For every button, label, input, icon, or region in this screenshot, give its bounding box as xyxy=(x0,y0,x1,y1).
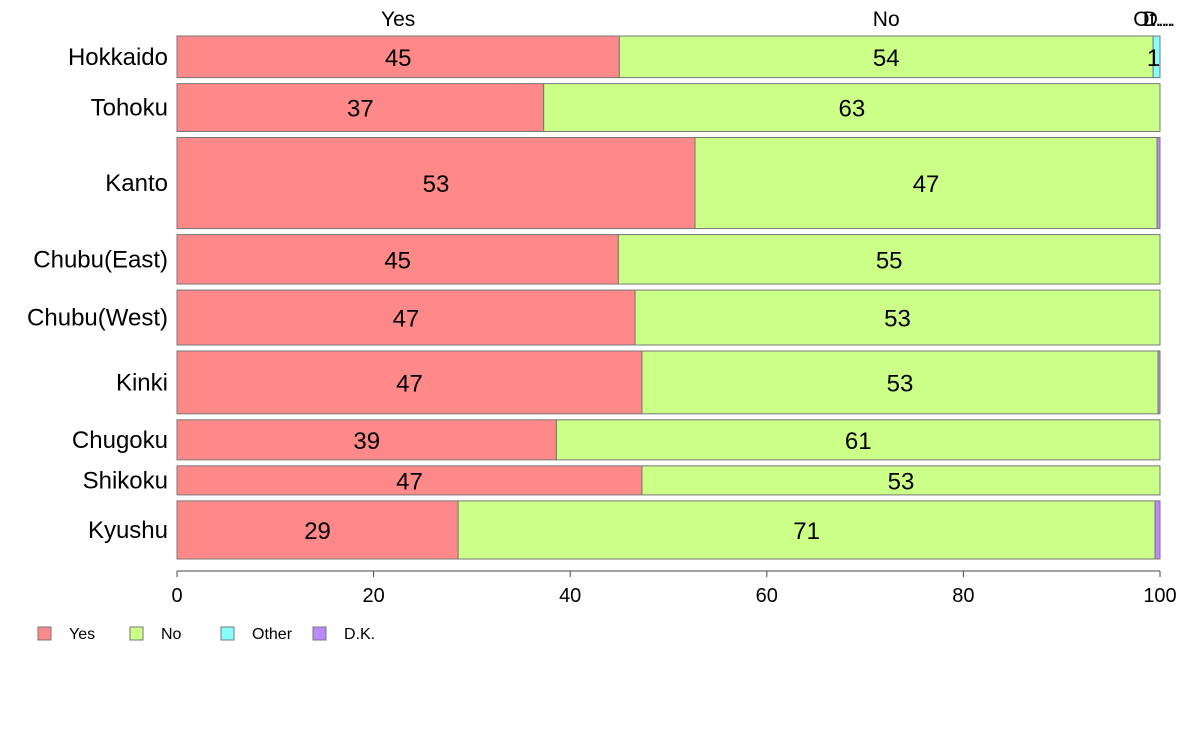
row-shikoku: Shikoku 47 53 xyxy=(83,465,1161,496)
data-label: 29 xyxy=(304,518,331,545)
data-label: 47 xyxy=(913,171,940,198)
data-label: 47 xyxy=(396,370,423,397)
category-label: Chubu(West) xyxy=(27,305,168,332)
bar-segment-yes xyxy=(176,289,636,346)
data-label: 37 xyxy=(347,96,374,123)
x-tick-label: 100 xyxy=(1143,585,1176,607)
bar-segment-no xyxy=(555,419,1161,461)
bar-segment-no xyxy=(543,83,1161,133)
data-label: 53 xyxy=(884,306,911,333)
data-label: 53 xyxy=(887,370,914,397)
bar-segment-yes xyxy=(176,234,619,285)
legend-label-other: Other xyxy=(252,626,293,643)
row-kyushu: Kyushu 29 71 xyxy=(88,500,1161,560)
bar-segment-yes xyxy=(176,465,643,496)
legend-label-yes: Yes xyxy=(69,626,95,643)
data-label: 45 xyxy=(384,247,411,274)
bar-segment-yes xyxy=(176,500,459,560)
category-label: Kinki xyxy=(116,369,168,396)
bar-segment-yes xyxy=(176,350,643,415)
data-label: 53 xyxy=(888,468,915,495)
legend-label-no: No xyxy=(161,626,182,643)
bar-segment-no xyxy=(617,234,1161,285)
bar-segment-d-k xyxy=(1157,350,1161,415)
bar-segment-yes xyxy=(176,419,557,461)
row-chugoku: Chugoku 39 61 xyxy=(72,419,1161,461)
data-label: 71 xyxy=(793,518,820,545)
x-tick-label: 60 xyxy=(756,585,778,607)
bar-segment-no xyxy=(618,35,1154,79)
category-label: Kyushu xyxy=(88,517,168,544)
category-label: Hokkaido xyxy=(68,44,168,71)
top-label-ot: Ot... xyxy=(1133,8,1173,31)
row-chubu-west: Chubu(West) 47 53 xyxy=(27,289,1161,346)
category-label: Shikoku xyxy=(83,467,168,494)
top-label-yes: Yes xyxy=(381,8,415,31)
category-label: Chubu(East) xyxy=(33,246,168,273)
bar-segment-yes xyxy=(176,137,696,230)
category-label: Kanto xyxy=(105,170,168,197)
category-label: Tohoku xyxy=(91,95,168,122)
bar-segment-yes xyxy=(176,83,545,133)
x-tick-label: 80 xyxy=(952,585,974,607)
legend-swatch-no xyxy=(129,626,144,641)
data-label: 55 xyxy=(876,247,903,274)
top-label-no: No xyxy=(873,8,900,31)
x-tick-label: 40 xyxy=(559,585,581,607)
bar-segment-no xyxy=(641,465,1161,496)
row-tohoku: Tohoku 37 63 xyxy=(91,83,1161,133)
bar-segment-d-k xyxy=(1156,137,1161,230)
legend-swatch-other xyxy=(220,626,235,641)
bar-segment-other xyxy=(1152,35,1161,79)
row-kanto: Kanto 53 47 xyxy=(105,137,1161,230)
bar-segment-no xyxy=(694,137,1158,230)
data-label: 39 xyxy=(353,428,380,455)
data-label: 45 xyxy=(385,45,412,72)
data-label: 54 xyxy=(873,45,900,72)
row-chubu-east: Chubu(East) 45 55 xyxy=(33,234,1161,285)
bar-segment-no xyxy=(634,289,1161,346)
row-kinki: Kinki 47 53 xyxy=(116,350,1161,415)
bar-segment-no xyxy=(457,500,1156,560)
data-label: 1 xyxy=(1147,45,1160,72)
data-label: 53 xyxy=(423,171,450,198)
row-hokkaido: Hokkaido 45 54 1 xyxy=(68,35,1161,79)
x-tick-label: 0 xyxy=(171,585,182,607)
data-label: 63 xyxy=(838,96,865,123)
bar-segment-no xyxy=(641,350,1159,415)
legend-label-d-k: D.K. xyxy=(344,626,375,643)
data-label: 47 xyxy=(393,306,420,333)
legend-swatch-d-k xyxy=(312,626,327,641)
data-label: 47 xyxy=(396,468,423,495)
category-label: Chugoku xyxy=(72,427,168,454)
x-tick-label: 20 xyxy=(362,585,384,607)
bar-segment-d-k xyxy=(1154,500,1161,560)
legend-swatch-yes xyxy=(37,626,52,641)
top-label-d: D... xyxy=(1143,8,1176,31)
data-label: 61 xyxy=(845,428,872,455)
legend: Yes No Other D.K. xyxy=(37,626,375,643)
